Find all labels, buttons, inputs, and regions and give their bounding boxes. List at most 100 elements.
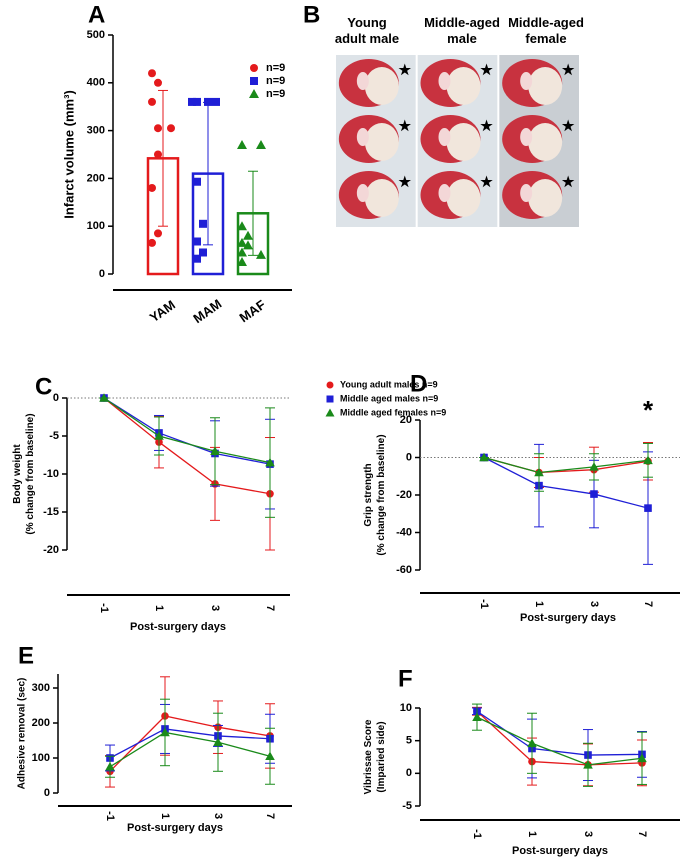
data-point [237,237,247,247]
data-point [534,467,544,477]
y-tick-label: 0 [53,392,59,404]
y-axis-label: (% change from baseline) [376,434,387,555]
x-tick-label: MAM [190,296,224,326]
series-line [109,731,271,768]
legend-marker [249,89,259,98]
column-label: Middle-aged female [508,15,584,46]
legend-marker [326,381,334,389]
y-tick-label: 0 [99,268,105,280]
x-tick-label: 1 [526,831,538,837]
series-line [483,456,649,509]
star: ★ [480,174,493,190]
data-point [154,229,162,238]
x-tick-label: 1 [159,813,171,819]
y-tick-label: 400 [87,77,105,89]
data-point [590,490,598,498]
x-tick-label: -1 [478,599,490,609]
legend-label: Middle aged females n=9 [340,407,446,417]
y-tick-label: 0 [406,451,412,463]
y-axis-label: Body weight [12,444,23,504]
y-tick-label: 300 [32,682,50,694]
data-point [265,751,275,761]
y-tick-label: 500 [87,29,105,41]
x-tick-label: 1 [533,601,545,607]
y-tick-label: 200 [32,717,50,729]
data-point [213,737,223,747]
star: ★ [480,62,493,78]
infarct [364,123,399,161]
data-point [527,738,537,748]
y-tick-label: -10 [43,468,59,480]
data-point [589,462,599,471]
panel-letter: A [88,1,105,28]
y-axis-label: Adhesive removal (sec) [17,678,28,790]
series-line [476,710,643,766]
data-point [148,238,156,247]
y-tick-label: -20 [396,489,412,501]
legend-label: n=9 [266,88,285,100]
legend-marker [250,77,258,85]
y-tick-label: 300 [87,125,105,137]
x-tick-label: -1 [98,603,110,613]
legend-label: Young adult males n=9 [340,379,438,389]
column-label: Middle-aged male [424,15,500,46]
data-point [193,97,201,106]
y-axis-label: (% change from baseline) [25,413,36,534]
y-tick-label: -40 [396,526,412,538]
data-point [154,78,162,87]
panel-letter: D [410,370,427,397]
data-point [154,124,162,133]
data-point [237,139,247,149]
y-tick-label: 5 [406,735,412,747]
data-point [256,139,266,149]
data-point [193,237,201,246]
legend-label: n=9 [266,62,285,74]
data-point [472,712,482,721]
x-tick-label: -1 [471,829,483,839]
infarct [528,179,563,217]
y-axis-label: Vibrissae Score [363,719,374,794]
x-tick-label: YAM [147,297,178,325]
data-point [148,69,156,78]
x-axis-label: Post-surgery days [512,845,608,857]
ventricle [520,72,533,90]
infarct [528,67,563,105]
infarct [446,67,481,105]
data-point [154,431,164,440]
data-point [237,247,247,257]
x-tick-label: 7 [264,605,276,611]
series-line [109,715,271,772]
x-tick-label: 7 [636,831,648,837]
ventricle [438,72,451,90]
star: ★ [399,62,412,78]
y-tick-label: -60 [396,564,412,576]
series-line [483,456,649,474]
y-tick-label: 0 [406,767,412,779]
data-point [243,240,253,250]
x-tick-label: -1 [104,811,116,821]
data-point [243,230,253,240]
series-line [476,716,643,766]
data-point [154,150,162,159]
x-tick-label: 3 [582,831,594,837]
panel-letter: B [303,1,320,28]
panel-letter: F [398,665,413,692]
x-tick-label: 7 [264,813,276,819]
column-label: Young adult male [335,15,399,46]
y-tick-label: -15 [43,506,59,518]
y-tick-label: -20 [43,544,59,556]
data-point [193,177,201,186]
ventricle [520,128,533,146]
x-axis-label: Post-surgery days [127,822,223,834]
y-tick-label: -5 [49,430,59,442]
x-tick-label: MAF [237,297,269,325]
data-point [237,221,247,231]
infarct [446,179,481,217]
star: ★ [480,118,493,134]
y-tick-label: 20 [400,414,412,426]
data-point [188,97,196,106]
y-tick-label: 0 [44,787,50,799]
star: ★ [562,174,575,190]
ventricle [356,184,369,202]
